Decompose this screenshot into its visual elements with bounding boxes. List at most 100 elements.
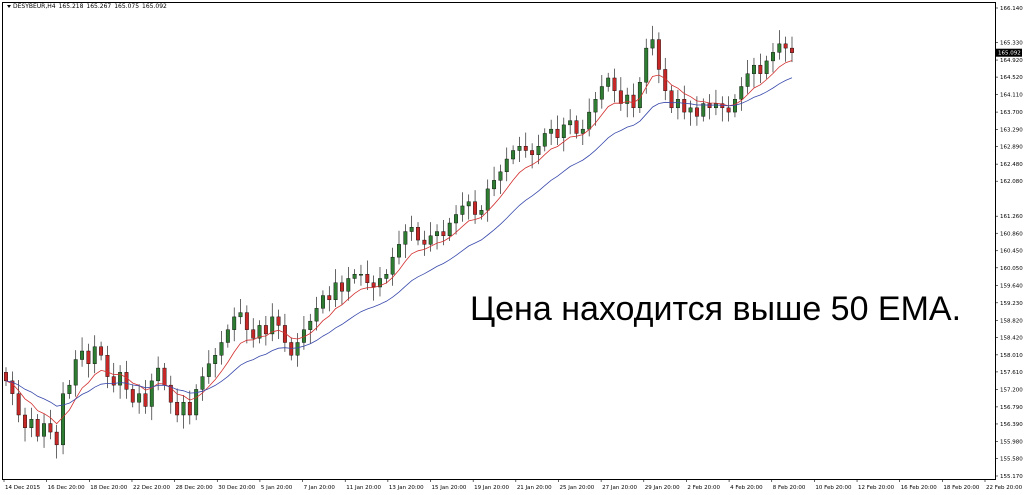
price-tick-label: 156.390: [1000, 422, 1023, 428]
time-tick-label: 16 Dec 20:00: [48, 485, 85, 491]
price-tick-label: 164.520: [1000, 75, 1023, 81]
bear-candle: [289, 342, 294, 356]
bull-candle: [650, 39, 655, 49]
bull-candle: [397, 244, 401, 258]
bull-candle: [295, 342, 300, 356]
bull-candle: [536, 146, 541, 155]
time-tick-label: 30 Dec 20:00: [218, 485, 255, 491]
time-tick-label: 15 Jan 20:00: [432, 485, 467, 491]
bull-candle: [73, 359, 78, 386]
bull-candle: [580, 128, 585, 134]
bull-candle: [752, 64, 756, 74]
bear-candle: [758, 64, 763, 74]
bull-candle: [542, 133, 547, 147]
price-tick-label: 160.450: [1000, 249, 1023, 255]
bear-candle: [327, 295, 332, 301]
bear-candle: [263, 325, 268, 335]
close-value: 165.092: [142, 3, 167, 10]
bear-candle: [35, 419, 40, 437]
bear-candle: [175, 401, 180, 416]
price-tick-label: 157.610: [1000, 370, 1023, 376]
bull-candle: [568, 120, 573, 126]
bull-candle: [460, 205, 465, 215]
bull-candle: [257, 325, 262, 339]
dropdown-icon[interactable]: [7, 5, 11, 8]
bear-candle: [124, 372, 129, 390]
price-tick-label: 166.140: [1000, 6, 1023, 12]
time-tick-label: 18 Dec 20:00: [90, 485, 127, 491]
bull-candle: [713, 103, 718, 109]
bear-candle: [473, 201, 478, 215]
bull-candle: [593, 99, 598, 113]
bull-candle: [149, 380, 154, 407]
price-tick-label: 164.110: [1000, 93, 1023, 99]
price-tick-label: 163.700: [1000, 110, 1023, 116]
bear-candle: [365, 274, 370, 283]
bull-candle: [359, 274, 363, 276]
bull-candle: [587, 111, 592, 130]
bull-candle: [194, 389, 199, 416]
bear-candle: [105, 355, 110, 377]
bear-candle: [574, 120, 579, 134]
bull-candle: [61, 393, 65, 446]
bear-candle: [48, 423, 53, 433]
bull-candle: [378, 278, 382, 288]
bear-candle: [416, 227, 420, 241]
bull-candle: [777, 43, 782, 53]
bear-candle: [143, 393, 148, 407]
bear-candle: [244, 312, 249, 330]
bull-candle: [137, 393, 142, 403]
time-tick-label: 29 Jan 20:00: [645, 485, 680, 491]
chart-annotation: Цена находится выше 50 EMA.: [470, 290, 962, 328]
time-tick-label: 22 Dec 20:00: [133, 485, 170, 491]
price-axis: 166.140 165.330 164.920 164.520 164.110 163.7…: [995, 6, 1023, 480]
current-price-label: 165.092: [998, 51, 1021, 57]
price-tick-label: 165.330: [1000, 41, 1023, 47]
time-tick-label: 2 Feb 20:00: [687, 485, 720, 491]
current-price-box: [996, 48, 1022, 57]
bull-candle: [701, 103, 706, 117]
bear-candle: [618, 90, 623, 104]
price-tick-label: 157.200: [1000, 387, 1023, 393]
price-tick-label: 158.420: [1000, 335, 1023, 341]
bull-candle: [219, 342, 224, 356]
bear-candle: [276, 316, 281, 326]
ema-50-line: [5, 77, 793, 407]
time-tick-label: 22 Feb 20:00: [986, 485, 1023, 491]
bull-candle: [314, 308, 319, 322]
bull-candle: [352, 274, 357, 279]
bear-candle: [23, 414, 27, 428]
bull-candle: [485, 188, 490, 211]
bull-candle: [270, 316, 275, 335]
bull-candle: [599, 86, 604, 100]
bull-candle: [232, 316, 237, 330]
bull-candle: [625, 94, 630, 104]
bear-candle: [111, 376, 116, 386]
bull-candle: [333, 282, 338, 301]
bear-candle: [168, 384, 173, 403]
bull-candle: [454, 214, 458, 224]
bull-candle: [466, 201, 471, 207]
time-tick-label: 19 Jan 20:00: [474, 485, 509, 491]
bear-candle: [523, 146, 528, 151]
time-tick-label: 28 Dec 20:00: [176, 485, 213, 491]
time-tick-label: 5 Jan 20:00: [261, 485, 293, 491]
price-tick-label: 155.580: [1000, 457, 1023, 463]
time-tick-label: 13 Jan 20:00: [389, 485, 424, 491]
bear-candle: [4, 372, 8, 382]
bear-candle: [187, 401, 192, 416]
bear-candle: [99, 346, 104, 356]
time-tick-label: 14 Dec 2015: [5, 485, 41, 491]
bull-candle: [435, 231, 439, 237]
price-tick-label: 162.890: [1000, 145, 1023, 151]
ema-fast-line: [5, 60, 793, 425]
bear-candle: [10, 380, 15, 394]
time-tick-label: 7 Jan 20:00: [304, 485, 336, 491]
bull-candle: [479, 210, 484, 215]
bull-candle: [771, 52, 775, 62]
time-tick-label: 10 Feb 20:00: [815, 485, 852, 491]
bull-candle: [409, 227, 414, 232]
plot-area[interactable]: [2, 2, 996, 480]
